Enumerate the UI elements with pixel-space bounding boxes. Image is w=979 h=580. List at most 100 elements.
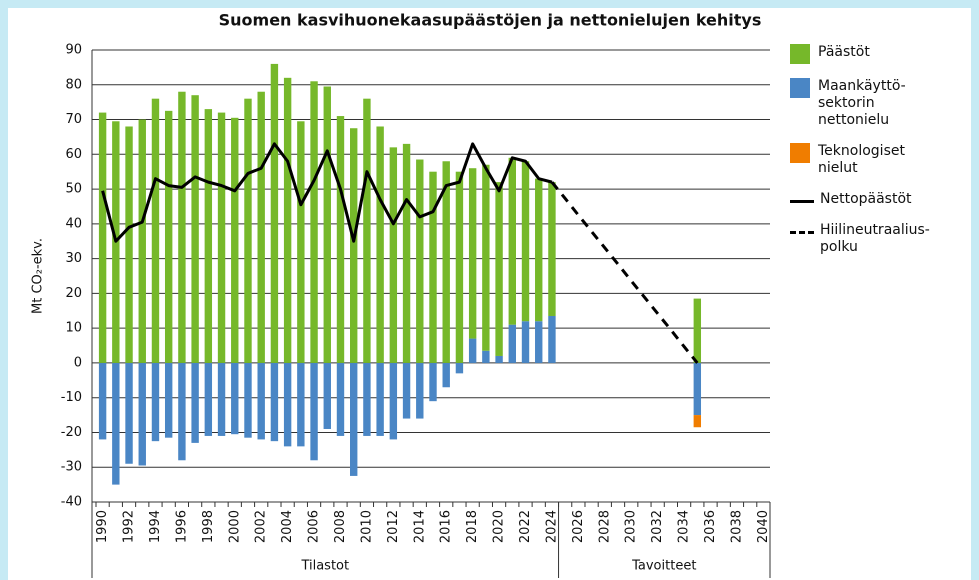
- y-tick-label: 70: [65, 112, 82, 127]
- legend-swatch: [790, 44, 810, 64]
- group-label: Tavoitteet: [631, 559, 696, 574]
- x-tick-label: 2020: [492, 510, 507, 543]
- bar: [257, 91, 265, 363]
- bar: [376, 362, 384, 436]
- bar: [204, 362, 213, 436]
- bar: [125, 126, 133, 363]
- bar: [323, 362, 331, 429]
- y-tick-label: 10: [65, 321, 82, 336]
- bar: [495, 355, 503, 363]
- bar: [495, 182, 503, 356]
- legend-swatch: [790, 200, 814, 203]
- bar: [455, 171, 464, 363]
- bar: [138, 362, 146, 466]
- bar: [297, 362, 305, 447]
- group-label: Tilastot: [300, 559, 349, 574]
- x-tick-label: 2030: [624, 510, 639, 543]
- bar: [429, 362, 437, 402]
- y-tick-label: 60: [65, 147, 82, 162]
- bar: [416, 159, 424, 363]
- bar: [151, 98, 160, 363]
- x-tick-label: 2000: [227, 510, 242, 543]
- legend-label: Hiilineutraalius-polku: [820, 222, 930, 255]
- x-tick-label: 2002: [254, 510, 269, 543]
- y-tick-label: 90: [65, 43, 82, 58]
- x-tick-label: 1998: [201, 510, 216, 543]
- bar: [270, 362, 279, 442]
- bar: [508, 324, 516, 363]
- bar: [270, 63, 279, 363]
- y-axis-label: Mt CO₂-ekv.: [31, 238, 46, 314]
- y-tick-label: 50: [65, 182, 82, 197]
- x-tick-label: 1990: [95, 510, 110, 543]
- x-tick-label: 2006: [307, 510, 322, 543]
- chart-title: Suomen kasvihuonekaasupäästöjen ja netto…: [219, 11, 762, 30]
- bar: [535, 321, 543, 363]
- y-tick-label: -40: [61, 495, 82, 510]
- bar: [191, 362, 199, 443]
- legend-label: Päästöt: [818, 44, 870, 60]
- bar: [178, 91, 186, 363]
- bar: [138, 119, 146, 363]
- legend-item: Hiilineutraalius-polku: [790, 222, 965, 256]
- bar: [336, 362, 345, 436]
- line: [101, 142, 553, 243]
- bar: [283, 362, 292, 447]
- x-tick-label: 2004: [280, 510, 295, 543]
- x-tick-label: 1996: [174, 510, 189, 543]
- bar: [508, 157, 516, 325]
- bar: [257, 362, 265, 440]
- bar: [310, 362, 318, 461]
- bar: [204, 109, 213, 363]
- legend-swatch: [790, 143, 810, 163]
- bar: [178, 362, 186, 461]
- bar: [402, 143, 411, 363]
- bar: [244, 98, 252, 363]
- bar: [535, 178, 543, 322]
- bar: [310, 81, 318, 363]
- x-tick-label: 1992: [122, 510, 137, 543]
- y-tick-label: 80: [65, 77, 82, 92]
- line: [550, 181, 699, 364]
- bar: [125, 362, 133, 464]
- legend: Päästöt Maankäyttö-sektorin nettonielu Tek…: [790, 44, 965, 270]
- legend-label: Teknologiset nielut: [818, 143, 905, 176]
- bar: [693, 415, 702, 428]
- x-tick-label: 2008: [333, 510, 348, 543]
- x-tick-label: 2024: [544, 510, 559, 543]
- y-tick-label: 20: [65, 286, 82, 301]
- bar: [217, 112, 226, 363]
- bar: [231, 117, 239, 363]
- bar: [151, 362, 160, 442]
- bar: [297, 121, 305, 363]
- bar: [363, 98, 371, 363]
- bar: [164, 110, 173, 363]
- bar: [231, 362, 239, 435]
- x-tick-label: 2034: [677, 510, 692, 543]
- x-tick-label: 2032: [650, 510, 665, 543]
- x-tick-label: 2016: [439, 510, 454, 543]
- y-tick-label: 40: [65, 216, 82, 231]
- y-tick-label: -20: [61, 425, 82, 440]
- bar: [323, 86, 331, 363]
- x-tick-label: 2022: [518, 510, 533, 543]
- x-tick-label: 2026: [571, 510, 586, 543]
- bar: [402, 362, 411, 419]
- bar: [455, 362, 464, 374]
- x-tick-label: 2036: [703, 510, 718, 543]
- x-tick-label: 2018: [465, 510, 480, 543]
- bar: [442, 362, 450, 388]
- bar: [521, 161, 530, 322]
- bar: [442, 161, 450, 363]
- legend-item: Päästöt: [790, 44, 965, 64]
- bar: [112, 362, 120, 485]
- x-tick-label: 2014: [412, 510, 427, 543]
- legend-swatch: [790, 78, 810, 98]
- x-tick-label: 2010: [359, 510, 374, 543]
- legend-item: Maankäyttö-sektorin nettonielu: [790, 78, 965, 129]
- bar: [389, 147, 398, 363]
- bar: [336, 116, 345, 363]
- bar: [548, 315, 556, 363]
